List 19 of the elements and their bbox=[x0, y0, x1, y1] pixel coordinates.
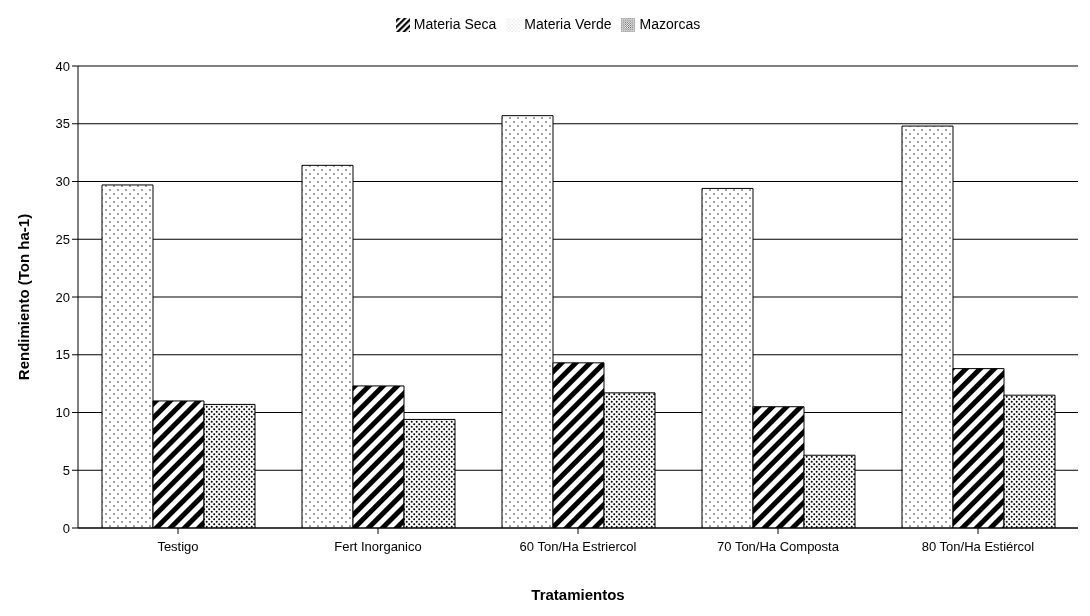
y-tick-label: 20 bbox=[55, 289, 70, 305]
x-tick-label: 70 Ton/Ha Composta bbox=[717, 539, 840, 555]
x-tick-label: 60 Ton/Ha Estriercol bbox=[519, 539, 637, 555]
legend-label: Materia Verde bbox=[524, 16, 612, 32]
y-tick-label: 15 bbox=[55, 347, 70, 363]
legend-label: Materia Seca bbox=[413, 16, 497, 32]
y-tick-label: 5 bbox=[62, 462, 70, 478]
y-tick-label: 30 bbox=[55, 174, 70, 190]
y-tick-label: 10 bbox=[55, 405, 70, 421]
x-axis-title: Tratamientos bbox=[531, 586, 625, 603]
y-axis-title: Rendimiento (Ton ha-1) bbox=[15, 213, 33, 381]
x-tick-label: Testigo bbox=[157, 539, 199, 555]
y-tick-label: 40 bbox=[55, 58, 70, 74]
x-tick-label: Fert Inorganico bbox=[334, 539, 422, 555]
x-tick-label: 80 Ton/Ha Estiércol bbox=[921, 539, 1035, 555]
y-tick-label: 35 bbox=[55, 116, 70, 132]
legend-label: Mazorcas bbox=[639, 16, 701, 32]
y-tick-label: 0 bbox=[62, 520, 70, 536]
y-tick-label: 25 bbox=[55, 231, 70, 247]
